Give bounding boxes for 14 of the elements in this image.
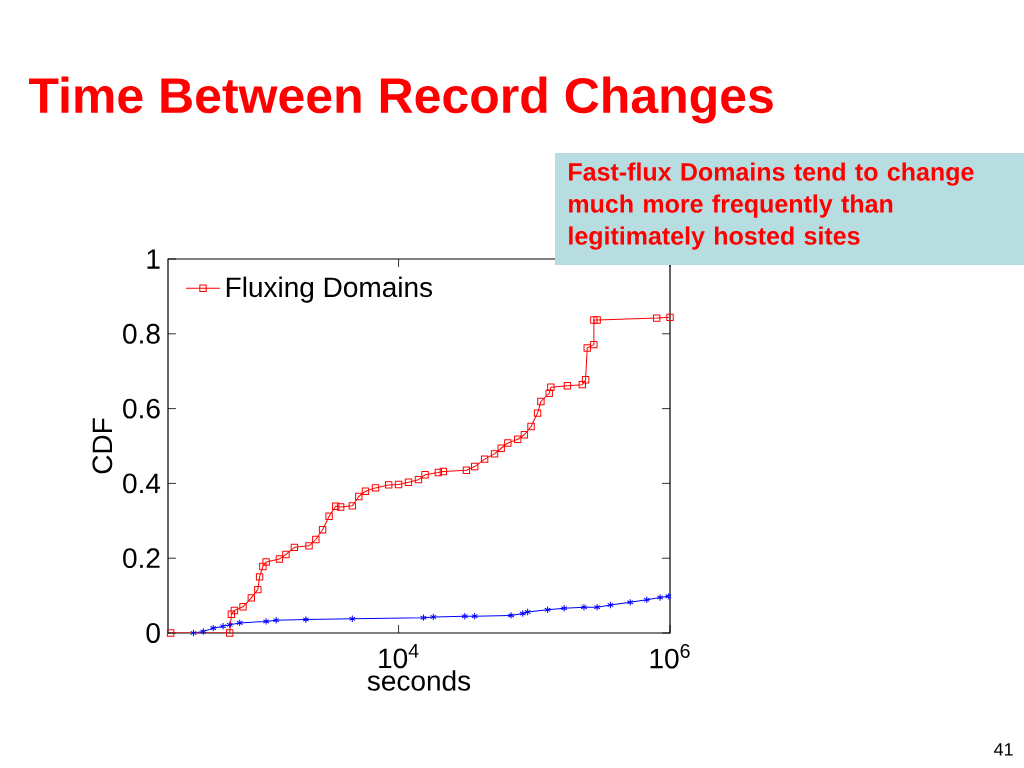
y-tick-label: 0.4 [123, 473, 161, 494]
x-axis-title: seconds [367, 670, 471, 691]
x-tick-label: 10$^{6}$ [650, 644, 690, 669]
x-tick-label: 10$^{4}$ [379, 644, 419, 669]
y-axis-title: CDF [92, 418, 113, 474]
legend-label: Fluxing Domains [226, 276, 433, 303]
y-tick-label: 0.6 [123, 398, 160, 419]
y-tick-label: 0 [146, 623, 160, 643]
text: 41 [993, 743, 1013, 756]
y-tick-label: 1 [147, 249, 160, 269]
y-tick-label: 0.8 [123, 323, 160, 344]
y-tick-label: 0.2 [123, 548, 160, 569]
chart-title: Time Between Record Changes [28, 76, 773, 124]
text: Fast-flux Domains tend to change much more frequently than legitimately hosted sites [569, 162, 974, 250]
